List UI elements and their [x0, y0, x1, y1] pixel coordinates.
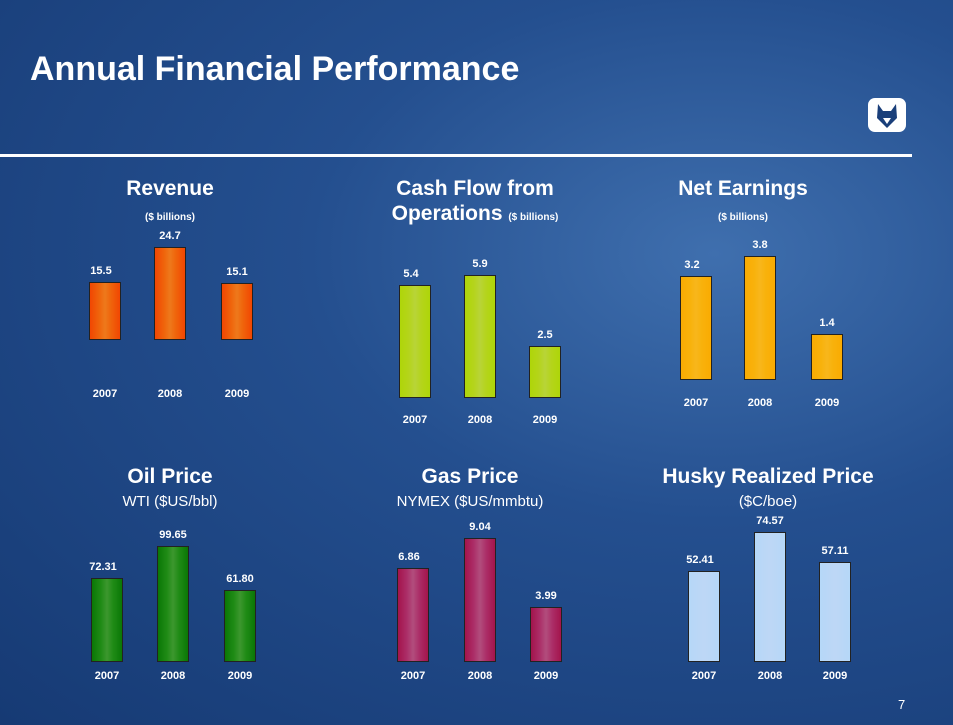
- chart-title-block: Net Earnings ($ billions): [643, 176, 843, 230]
- chart-title: Revenue: [126, 177, 214, 200]
- data-label: 3.99: [535, 590, 557, 603]
- chart-subtitle: NYMEX ($US/mmbtu): [396, 493, 544, 510]
- bar: [399, 285, 431, 398]
- bar: [529, 345, 561, 398]
- chart-title: Husky Realized Price: [662, 465, 874, 488]
- bar: [224, 590, 256, 662]
- x-tick-label: 2008: [160, 670, 186, 682]
- data-label: 6.86: [398, 550, 420, 563]
- x-tick-label: 2008: [467, 670, 493, 682]
- chart-title-block: Revenue ($ billions): [70, 176, 270, 230]
- x-tick-label: 2007: [683, 397, 709, 409]
- data-label: 57.11: [821, 545, 849, 558]
- data-label: 61.80: [226, 573, 254, 586]
- data-label: 74.57: [756, 515, 784, 527]
- data-label: 3.8: [752, 239, 768, 251]
- bar: [819, 562, 851, 662]
- x-tick-label: 2008: [757, 670, 783, 682]
- chart-subtitle: ($ billions): [508, 212, 559, 223]
- x-tick-label: 2007: [691, 670, 717, 682]
- chart-title: Gas Price: [421, 465, 519, 488]
- chart-title-block: Oil Price WTI ($US/bbl): [60, 464, 280, 514]
- data-label: 24.7: [159, 230, 181, 242]
- data-label: 5.4: [403, 268, 419, 281]
- chart-subtitle: ($C/boe): [738, 493, 798, 510]
- chart-title-block: Husky Realized Price ($C/boe): [638, 464, 898, 514]
- bar: [530, 607, 562, 662]
- bar: [680, 275, 712, 380]
- chart-subtitle: ($ billions): [145, 212, 195, 223]
- x-tick-label: 2009: [533, 670, 559, 682]
- chart-title: Oil Price: [127, 465, 213, 488]
- bar: [89, 281, 121, 340]
- x-tick-label: 2008: [747, 397, 773, 409]
- data-label: 1.4: [819, 317, 835, 330]
- logo-icon: [877, 104, 897, 128]
- bar: [464, 538, 496, 662]
- data-label: 15.1: [226, 266, 248, 279]
- data-label: 3.2: [684, 258, 700, 271]
- data-label: 15.5: [90, 264, 112, 277]
- divider: [0, 154, 912, 157]
- bar: [154, 247, 186, 340]
- data-label: 52.41: [686, 553, 714, 566]
- x-tick-label: 2009: [814, 397, 840, 409]
- bar: [811, 334, 843, 380]
- chart-subtitle: ($ billions): [718, 212, 768, 223]
- data-label: 9.04: [469, 521, 491, 533]
- bar: [397, 567, 429, 662]
- x-tick-label: 2008: [157, 388, 183, 400]
- chart-title-block: Gas Price NYMEX ($US/mmbtu): [360, 464, 580, 514]
- bar: [744, 256, 776, 380]
- x-tick-label: 2008: [467, 414, 493, 426]
- slide-title: Annual Financial Performance: [30, 50, 520, 88]
- data-label: 72.31: [89, 560, 117, 573]
- x-tick-label: 2007: [402, 414, 428, 426]
- chart-subtitle: WTI ($US/bbl): [122, 493, 218, 510]
- chart-title: Net Earnings: [678, 177, 808, 200]
- page-number: 7: [898, 697, 906, 712]
- data-label: 99.65: [159, 529, 187, 541]
- bar: [754, 532, 786, 662]
- bar: [464, 275, 496, 398]
- x-tick-label: 2007: [94, 670, 120, 682]
- data-label: 5.9: [472, 258, 488, 270]
- chart-title: Cash Flow from Operations: [391, 177, 554, 225]
- x-tick-label: 2007: [92, 388, 118, 400]
- x-tick-label: 2009: [227, 670, 253, 682]
- bar: [221, 283, 253, 340]
- bar: [688, 570, 720, 662]
- x-tick-label: 2009: [822, 670, 848, 682]
- bar: [157, 546, 189, 662]
- x-tick-label: 2009: [532, 414, 558, 426]
- logo: [868, 98, 906, 132]
- x-tick-label: 2009: [224, 388, 250, 400]
- data-label: 2.5: [537, 328, 553, 341]
- chart-title-block: Cash Flow from Operations ($ billions): [370, 176, 580, 230]
- bar: [91, 577, 123, 662]
- x-tick-label: 2007: [400, 670, 426, 682]
